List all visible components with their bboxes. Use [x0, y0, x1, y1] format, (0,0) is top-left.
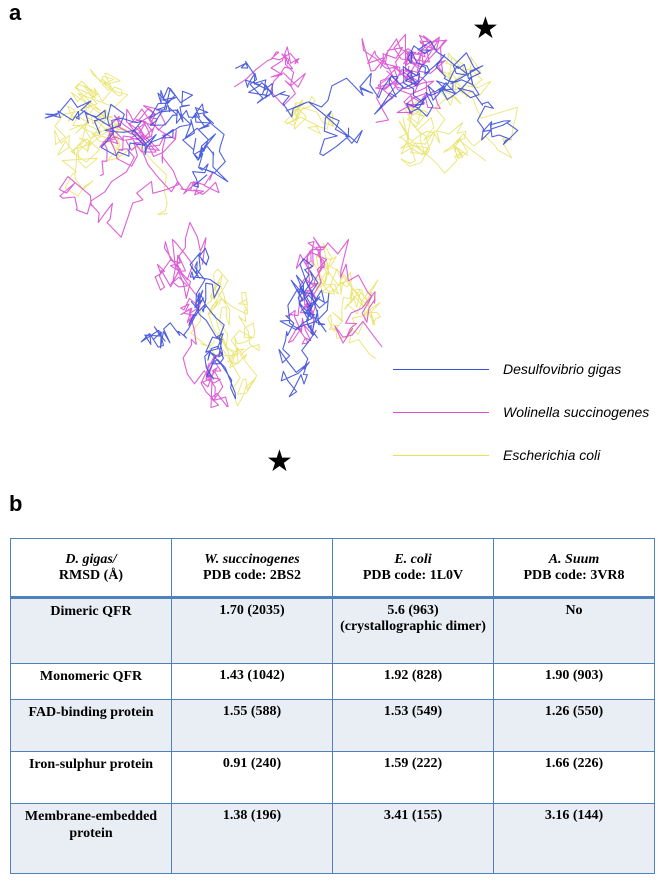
header-line2: PDB code: 2BS2: [203, 567, 301, 583]
legend-line-e-coli: [393, 455, 489, 456]
table-row: Monomeric QFR 1.43 (1042) 1.92 (828) 1.9…: [10, 663, 655, 700]
table-cell: 1.55 (588): [171, 699, 333, 752]
table-cell: 1.70 (2035): [171, 597, 333, 664]
structure-overlay-figure: [44, 33, 519, 409]
row-label: Monomeric QFR: [10, 663, 172, 700]
table-row: FAD-binding protein 1.55 (588) 1.53 (549…: [10, 699, 655, 752]
rmsd-table: D. gigas/ RMSD (Å) W. succinogenes PDB c…: [10, 538, 655, 874]
panel-label-b: b: [9, 491, 23, 516]
table-header-row: D. gigas/ RMSD (Å) W. succinogenes PDB c…: [10, 538, 655, 599]
table-cell: 1.59 (222): [332, 751, 494, 804]
table-cell: 1.92 (828): [332, 663, 494, 700]
header-cell-d-gigas: D. gigas/ RMSD (Å): [10, 538, 172, 599]
header-line2: RMSD (Å): [58, 567, 124, 583]
table-cell: 1.90 (903): [493, 663, 655, 700]
row-label: Iron-sulphur protein: [10, 751, 172, 804]
row-label: Membrane-embedded protein: [10, 803, 172, 874]
legend-line-w-succinogenes: [393, 412, 489, 413]
header-cell-a-suum: A. Suum PDB code: 3VR8: [493, 538, 655, 599]
header-line1: E. coli: [394, 551, 432, 567]
legend-item-e-coli: Escherichia coli: [393, 445, 663, 467]
row-label: FAD-binding protein: [10, 699, 172, 752]
table-cell: 3.16 (144): [493, 803, 655, 874]
table-cell: 1.38 (196): [171, 803, 333, 874]
header-line1: D. gigas/: [65, 551, 117, 567]
legend-label-d-gigas: Desulfovibrio gigas: [503, 361, 622, 377]
legend-item-d-gigas: Desulfovibrio gigas: [393, 359, 663, 381]
star-marker-bottom: ★: [266, 444, 293, 479]
header-line2: PDB code: 3VR8: [523, 567, 625, 583]
legend-label-e-coli: Escherichia coli: [503, 447, 601, 463]
header-cell-w-succinogenes: W. succinogenes PDB code: 2BS2: [171, 538, 333, 599]
legend-item-w-succinogenes: Wolinella succinogenes: [393, 402, 663, 424]
table-cell: 1.26 (550): [493, 699, 655, 752]
table-cell: 1.66 (226): [493, 751, 655, 804]
star-marker-top: ★: [472, 11, 499, 46]
header-line1: W. succinogenes: [204, 551, 300, 567]
table-cell: 5.6 (963) (crystallographic dimer): [332, 597, 494, 664]
header-line1: A. Suum: [548, 551, 600, 567]
row-label: Dimeric QFR: [10, 597, 172, 664]
table-row: Iron-sulphur protein 0.91 (240) 1.59 (22…: [10, 751, 655, 804]
panel-label-a: a: [9, 0, 22, 25]
table-cell: 1.53 (549): [332, 699, 494, 752]
legend-label-w-succinogenes: Wolinella succinogenes: [503, 404, 650, 420]
table-cell: 0.91 (240): [171, 751, 333, 804]
table-cell: No: [493, 597, 655, 664]
trace-e-coli: [54, 52, 518, 407]
table-row: Membrane-embedded protein 1.38 (196) 3.4…: [10, 803, 655, 874]
trace-d-gigas: [44, 41, 519, 400]
table-cell: 3.41 (155): [332, 803, 494, 874]
trace-w-succinogenes: [58, 33, 448, 409]
legend-line-d-gigas: [393, 369, 489, 370]
table-row: Dimeric QFR 1.70 (2035) 5.6 (963) (cryst…: [10, 597, 655, 664]
table-cell: 1.43 (1042): [171, 663, 333, 700]
header-line2: PDB code: 1L0V: [362, 567, 464, 583]
header-cell-e-coli: E. coli PDB code: 1L0V: [332, 538, 494, 599]
